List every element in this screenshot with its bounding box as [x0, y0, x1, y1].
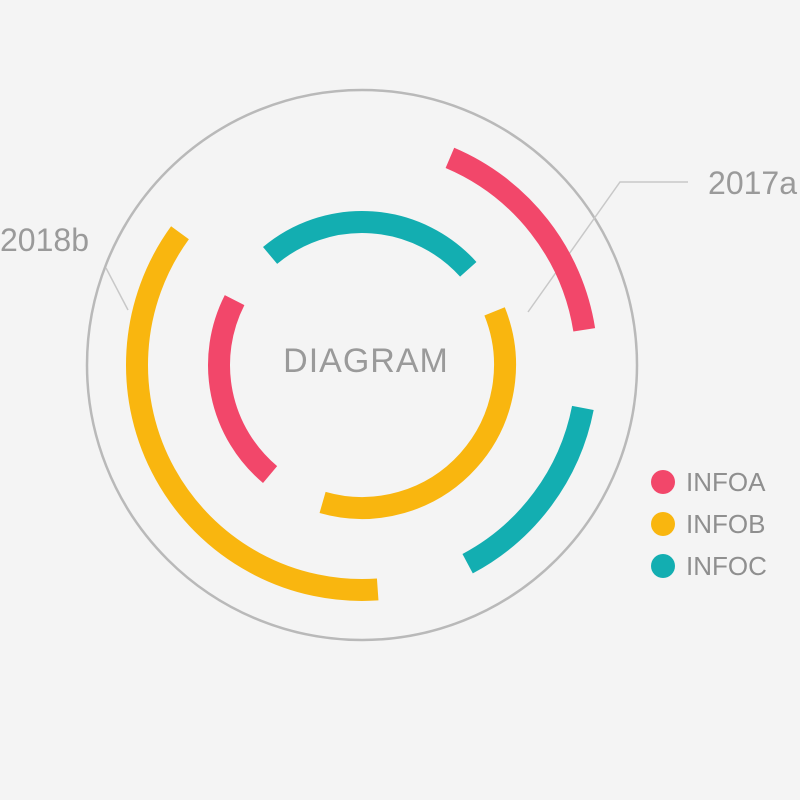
legend-dot-infob [651, 512, 675, 536]
center-label: DIAGRAM [283, 342, 449, 380]
arc-outer-teal [462, 405, 594, 574]
legend: INFOA INFOB INFOC [651, 467, 767, 581]
legend-label-infoa: INFOA [686, 467, 766, 497]
legend-label-infob: INFOB [686, 509, 765, 539]
arc-inner-orange [319, 307, 516, 519]
arc-outer-orange [126, 226, 379, 601]
callout-label-2018b: 2018b [0, 222, 89, 258]
arc-inner-teal [263, 211, 477, 277]
callout-label-2017a: 2017a [708, 165, 797, 201]
outer-ring-outline [85, 88, 639, 642]
arc-outer-pink [445, 147, 596, 332]
arc-inner-pink [208, 295, 278, 483]
legend-label-infoc: INFOC [686, 551, 767, 581]
callout-line-2018b [105, 267, 129, 311]
legend-dot-infoa [651, 470, 675, 494]
legend-dot-infoc [651, 554, 675, 578]
